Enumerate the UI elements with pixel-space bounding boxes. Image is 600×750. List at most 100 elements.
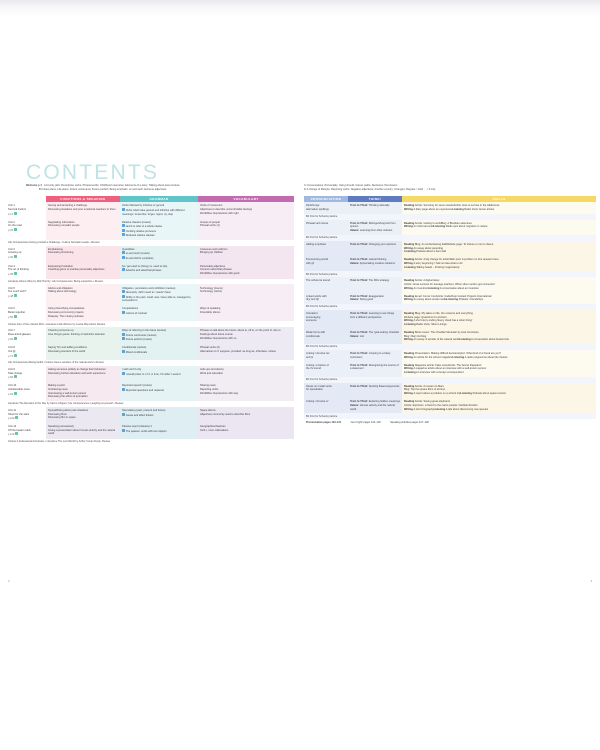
right-top-line-2: D A change of lifestyle; Reporting verbs… <box>304 188 436 192</box>
cell-line: Ways of referring to the future (review) <box>122 329 167 333</box>
section-band: B2 First for Schools practice <box>304 376 596 383</box>
cell-line: Discussing film in space <box>48 416 76 420</box>
bullet-icon <box>122 228 125 232</box>
cell-line: Reading Article: Saving great elephants <box>404 400 450 404</box>
bullet-icon <box>122 311 125 314</box>
unit-page: p 30 <box>8 255 44 259</box>
media-icon <box>13 391 17 395</box>
table-row[interactable]: Unit 5 Too much tech? p 48 Advice and obli… <box>6 284 294 306</box>
cell-line: Adverbs and adverbial phrases <box>122 268 196 272</box>
cell-line: Future perfect (review) <box>122 337 196 341</box>
unit-title: Out @ <box>8 349 16 353</box>
cell-line: Discussing nomadic people <box>48 224 80 228</box>
cell-line: Phrasal verbs (2) <box>200 346 220 350</box>
media-icon <box>15 432 19 436</box>
table-row[interactable]: Stress on modal verbs for speculation Trai… <box>304 382 596 398</box>
think-cell: Train to Think: Recognising the source o… <box>348 361 402 377</box>
table-row[interactable]: Linked words with/dʒ/ and /tʃ/Train to T… <box>304 292 596 305</box>
cell-line: Values: Appreciating creative solutions <box>350 261 395 265</box>
table-row[interactable]: Unit 4 The art of thinking p 38 Expressing… <box>6 262 294 279</box>
bullet-icon <box>122 255 125 259</box>
cell-line: Speaking persuasively <box>48 425 74 429</box>
functions-cell: Negotiating information Discussing nomadi… <box>46 218 120 240</box>
cell-line: Geographical features <box>200 425 226 429</box>
table-row[interactable]: Unit 9 Take charge p 84 Asking someone pol… <box>6 365 294 383</box>
table-row[interactable]: Unit 1 Survival instinct p 12 Issuing and … <box>6 202 294 219</box>
book-spread: CONTENTS Welcome p 4 A A lucky pilot; De… <box>0 155 600 585</box>
unit-page: p 84 <box>8 375 44 379</box>
cell-line: Roleplay: The missing suitcase <box>48 314 84 318</box>
right-table-footer: Pronunciation pages 120–121 Get it right… <box>304 419 596 426</box>
table-row[interactable]: Unit 11 Shoot for the stars p 102 Sympathi… <box>6 406 294 423</box>
cell-line: Necessity: didn't need to / needn't have <box>122 290 196 294</box>
table-row[interactable]: Unit 10 Unbelievable news p 92 Making a po… <box>6 382 294 402</box>
cell-line: Website page: Questions for worriers <box>404 315 447 319</box>
header-functions-speaking: FUNCTIONS & SPEAKING <box>46 196 120 203</box>
band-text: B2 First for Schools practice <box>304 271 596 278</box>
functions-cell: Sympathising about past situations Discus… <box>46 406 120 423</box>
cell-line: Reading Blog: An embarrassing dadWebsite… <box>404 242 494 246</box>
cell-line: Linking: intrusive /r/ <box>306 400 329 404</box>
unit-number: Unit 8 <box>8 346 15 350</box>
unit-number: Unit 12 <box>8 425 17 429</box>
grammar-cell: Passive report (clauses) 1 The passive: v… <box>120 422 198 440</box>
skills-cell: Reading Article: A digital detox Article:… <box>402 277 596 293</box>
cell-line: I wish and if only <box>122 368 142 371</box>
cell-line: Speculating (past, present and future) <box>122 408 166 412</box>
left-page-number: 2 <box>8 579 10 583</box>
cell-line: alternative spellings <box>306 208 329 212</box>
bullet-icon <box>122 371 125 375</box>
table-row[interactable]: The schwa /ə/ sound Train to Think: The P… <box>304 277 596 293</box>
unit-page: p 74 <box>8 353 44 358</box>
table-row[interactable]: Unit 8 Out @ p 74 Saying 'No' and adding c… <box>6 343 294 361</box>
grammar-cell: Conditionals (review) Mixed conditionals <box>120 343 198 361</box>
band-text: B2 First for Schools practice <box>304 304 596 310</box>
right-syllabus-table: PRONUNCIATION THINK! SKILLS Diphthongs: a… <box>304 196 596 426</box>
table-row[interactable]: Unit 7 Rose-tinted glasses p 66 Cheering s… <box>6 326 294 344</box>
cell-line: Reading Magazine article: Fake newsArtic… <box>404 363 482 367</box>
table-row[interactable]: Linking: omission of the /h/ sound Train t… <box>304 361 596 377</box>
table-row[interactable]: Unit 2 On the road p 20 Negotiating inform… <box>6 218 294 240</box>
table-row[interactable]: Linking: intrusive /r/Train to Think: Ex… <box>304 397 596 414</box>
table-row[interactable]: Unit 12 Off the beaten track p 110 Speakin… <box>6 422 294 440</box>
think-cell: Train to Think: Exaggeration Values: Doin… <box>348 292 402 305</box>
cell-line: Future continuous (review) <box>122 332 196 337</box>
table-row[interactable]: Intonation: encouraging someone Train to Th… <box>304 309 596 329</box>
table-row[interactable]: Phrasal verb stress Train to Think: Disti… <box>304 219 596 236</box>
skills-cell: Reading Article: Surviving for seven wee… <box>402 202 596 214</box>
table-row[interactable]: Unit 6 Better together p 56 Using intensif… <box>6 305 294 322</box>
table-row[interactable]: Linking: intrusive /w/and /j/Train to Th… <box>304 349 596 362</box>
table-row[interactable]: Weak forms with conditionals Train to Thin… <box>304 328 596 345</box>
section-band: Life Competencies Giving yourself a Chal… <box>6 239 294 246</box>
media-icon <box>13 255 17 259</box>
unit-page: p 12 <box>8 211 44 216</box>
section-band: B2 First for Schools practice <box>304 235 596 241</box>
cell-line: Verbs followed by infinitive or gerund <box>122 204 165 208</box>
skills-cell: Reading Book review: The Cheddar Mountai… <box>402 328 596 345</box>
bullet-icon <box>122 224 125 228</box>
cell-line: Train to Think: The 'goal-setting' check… <box>350 331 399 335</box>
header-vocabulary: VOCABULARY <box>198 196 294 203</box>
cell-line: I would prefer to / it if, in time, I'd … <box>122 371 196 376</box>
unit-title: Shoot for the stars <box>8 412 30 416</box>
page-title: CONTENTS <box>26 161 160 184</box>
cell-line: Values: List <box>350 334 364 338</box>
cell-line: Train to Think: Recognising the source o… <box>350 363 399 371</box>
cell-line: Conditionals (review) <box>122 346 147 350</box>
cell-line: Ways of speaking <box>200 307 221 311</box>
band-text: Literature About a Boy by Nick Hornby; L… <box>6 278 294 285</box>
table-row[interactable]: Diphthongs: alternative spellings Train to… <box>304 202 596 214</box>
bullet-icon <box>122 349 125 353</box>
unit-cell: Unit 9 Take charge p 84 <box>6 366 46 382</box>
table-row[interactable]: Unit 3 Growing up p 30 Emphasising Discussi… <box>6 245 294 263</box>
vocabulary-cell: Phrases to talk about the future: about … <box>198 326 294 344</box>
bullet-icon <box>122 337 125 341</box>
think-cell: Train to Think: Lateral thinking Values: … <box>348 256 402 272</box>
section-band: Life Competencies Being tactful • Cultur… <box>6 360 294 366</box>
cell-line: Cheering someone up <box>48 329 74 333</box>
think-cell: Train to Think: The 'goal-setting' check… <box>348 328 402 345</box>
unit-title: The art of thinking <box>8 268 29 272</box>
unit-page: p 38 <box>8 272 44 276</box>
table-row[interactable]: Pronouncing words with gh Train to Think: … <box>304 256 596 272</box>
table-row[interactable]: Adding emphasis Train to Think: Changing … <box>304 240 596 257</box>
